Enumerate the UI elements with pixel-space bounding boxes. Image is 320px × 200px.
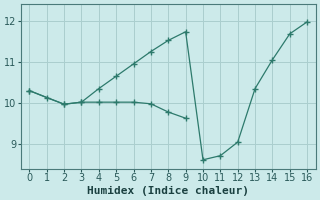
X-axis label: Humidex (Indice chaleur): Humidex (Indice chaleur) (87, 186, 249, 196)
